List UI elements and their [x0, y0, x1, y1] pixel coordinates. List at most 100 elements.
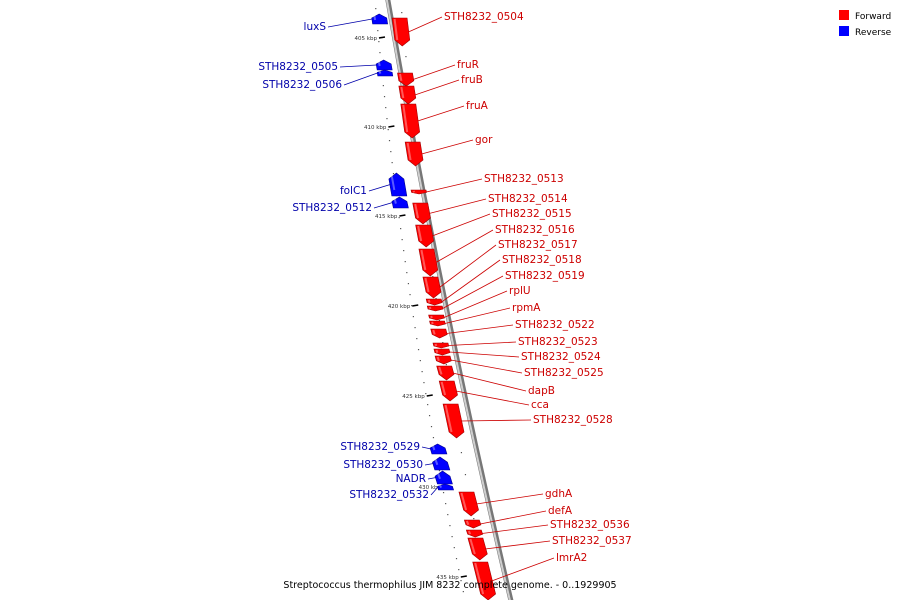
- gene-label[interactable]: STH8232_0513: [484, 173, 564, 185]
- gene-label[interactable]: STH8232_0519: [505, 270, 585, 282]
- gene-arrow[interactable]: [432, 456, 451, 471]
- minor-tick: [455, 558, 458, 560]
- gene-label[interactable]: defA: [548, 505, 573, 517]
- gene-leader-line: [461, 419, 532, 422]
- gene-arrow[interactable]: [434, 355, 452, 365]
- minor-tick: [411, 305, 413, 307]
- minor-tick: [432, 437, 435, 439]
- gene-arrow[interactable]: [410, 189, 427, 195]
- gene-label[interactable]: STH8232_0529: [340, 441, 420, 453]
- gene-label[interactable]: dapB: [528, 385, 555, 397]
- gene-label[interactable]: gdhA: [545, 488, 573, 500]
- gene-arrow[interactable]: [415, 224, 434, 248]
- gene-arrow[interactable]: [429, 320, 446, 327]
- gene-arrow[interactable]: [371, 13, 388, 25]
- gene-arrow[interactable]: [400, 103, 420, 139]
- gene-label[interactable]: STH8232_0504: [444, 11, 524, 23]
- gene-leader-line: [444, 307, 511, 324]
- gene-label[interactable]: gor: [475, 134, 493, 146]
- gene-label[interactable]: STH8232_0512: [292, 202, 372, 214]
- gene-label[interactable]: STH8232_0514: [488, 193, 568, 205]
- gene-arrow[interactable]: [391, 17, 411, 47]
- minor-tick: [388, 140, 391, 142]
- gene-arrow[interactable]: [404, 141, 424, 167]
- minor-tick: [387, 129, 389, 131]
- gene-arrow[interactable]: [425, 298, 443, 306]
- minor-tick: [423, 382, 425, 384]
- gene-arrow[interactable]: [388, 172, 408, 197]
- minor-tick: [428, 415, 431, 417]
- gene-label[interactable]: folC1: [340, 185, 367, 197]
- gene-label[interactable]: luxS: [304, 21, 327, 33]
- gene-label[interactable]: STH8232_0532: [349, 489, 429, 501]
- gene-arrow[interactable]: [463, 519, 482, 529]
- gene-label[interactable]: lmrA2: [556, 552, 587, 564]
- gene-label[interactable]: STH8232_0536: [550, 519, 630, 531]
- gene-arrow[interactable]: [398, 85, 417, 105]
- gene-leader-line: [414, 79, 460, 96]
- tick-label: 420 kbp: [388, 304, 411, 310]
- gene-arrow[interactable]: [442, 403, 465, 439]
- gene-arrow[interactable]: [438, 380, 458, 402]
- gene-arrow[interactable]: [472, 561, 496, 600]
- minor-tick: [445, 364, 447, 366]
- minor-tick: [401, 12, 403, 14]
- gene-arrow-highlight: [438, 366, 443, 375]
- gene-label[interactable]: STH8232_0528: [533, 414, 613, 426]
- minor-tick: [442, 492, 445, 494]
- gene-leader-line: [413, 64, 456, 80]
- gene-label[interactable]: STH8232_0522: [515, 319, 595, 331]
- gene-label[interactable]: rplU: [509, 285, 531, 297]
- gene-arrow[interactable]: [432, 342, 450, 349]
- tick-mark: [412, 304, 419, 307]
- gene-label[interactable]: STH8232_0516: [495, 224, 575, 236]
- gene-label[interactable]: STH8232_0518: [502, 254, 582, 266]
- gene-arrow-highlight: [400, 86, 405, 99]
- gene-label[interactable]: STH8232_0517: [498, 239, 578, 251]
- legend-forward-swatch: [839, 10, 849, 20]
- gene-label[interactable]: STH8232_0525: [524, 367, 604, 379]
- gene-arrow[interactable]: [430, 328, 448, 339]
- gene-arrow[interactable]: [397, 72, 415, 87]
- gene-arrow[interactable]: [467, 537, 488, 561]
- minor-tick: [403, 250, 405, 252]
- gene-arrow[interactable]: [458, 491, 479, 517]
- gene-arrow[interactable]: [422, 276, 442, 299]
- gene-label[interactable]: cca: [531, 399, 549, 411]
- gene-leader-line: [452, 372, 527, 392]
- gene-arrow[interactable]: [376, 69, 394, 77]
- gene-arrow[interactable]: [428, 314, 445, 321]
- gene-label[interactable]: STH8232_0505: [258, 61, 338, 73]
- gene-leader-line: [481, 524, 549, 534]
- minor-tick: [430, 426, 433, 428]
- gene-leader-line: [343, 72, 378, 86]
- gene-leader-line: [424, 463, 434, 466]
- gene-label[interactable]: fruB: [461, 74, 483, 86]
- minor-tick: [449, 525, 451, 527]
- gene-label[interactable]: STH8232_0537: [552, 535, 632, 547]
- gene-arrow[interactable]: [412, 202, 431, 225]
- gene-label[interactable]: rpmA: [512, 302, 541, 314]
- gene-label[interactable]: fruA: [466, 100, 489, 112]
- gene-arrow[interactable]: [418, 248, 439, 277]
- gene-arrow[interactable]: [433, 348, 451, 356]
- gene-arrow-highlight: [460, 492, 468, 511]
- gene-arrow[interactable]: [465, 529, 484, 538]
- minor-tick: [473, 518, 475, 520]
- gene-label[interactable]: STH8232_0523: [518, 336, 598, 348]
- gene-label[interactable]: NADR: [396, 473, 426, 485]
- gene-arrow-highlight: [432, 329, 436, 335]
- gene-label[interactable]: STH8232_0506: [262, 79, 342, 91]
- gene-label[interactable]: fruR: [457, 59, 479, 71]
- gene-leader-line: [417, 105, 465, 122]
- gene-arrow[interactable]: [436, 365, 455, 381]
- gene-arrow[interactable]: [429, 443, 448, 455]
- gene-arrow[interactable]: [437, 483, 454, 491]
- gene-arrow[interactable]: [426, 305, 444, 312]
- gene-label[interactable]: STH8232_0524: [521, 351, 601, 363]
- gene-arrow[interactable]: [391, 196, 409, 209]
- gene-label[interactable]: STH8232_0530: [343, 459, 423, 471]
- gene-label[interactable]: STH8232_0515: [492, 208, 572, 220]
